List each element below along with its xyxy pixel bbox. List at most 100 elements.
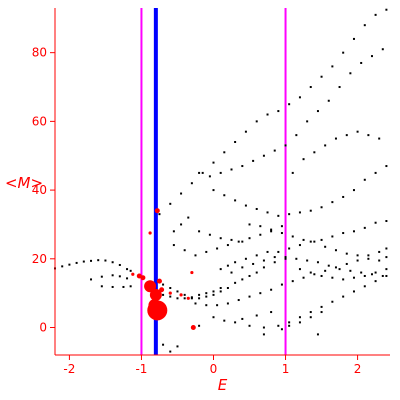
data-point: [223, 151, 226, 154]
data-point: [327, 264, 330, 267]
data-point: [288, 103, 291, 106]
data-point: [198, 293, 201, 296]
data-point: [334, 266, 337, 269]
data-point: [370, 273, 373, 276]
data-point: [241, 240, 244, 243]
data-point: [280, 232, 283, 235]
data-point: [212, 316, 215, 319]
data-point: [277, 250, 280, 253]
x-tick-label: -1: [135, 362, 147, 376]
data-point: [259, 225, 262, 228]
data-point: [385, 220, 388, 223]
highlight-point: [168, 291, 172, 295]
data-point: [262, 266, 265, 269]
data-point: [352, 276, 355, 279]
data-point: [176, 297, 179, 300]
data-point: [374, 221, 377, 224]
y-axis-title: <M>: [5, 174, 43, 192]
data-point: [363, 226, 366, 229]
data-point: [367, 257, 370, 260]
data-point: [356, 254, 359, 257]
data-point: [342, 51, 345, 54]
data-point: [363, 274, 366, 277]
data-point: [234, 321, 237, 324]
data-point: [378, 250, 381, 253]
data-point: [234, 281, 237, 284]
data-point: [252, 159, 255, 162]
data-point: [316, 261, 319, 264]
data-point: [298, 316, 301, 319]
y-tick-label: 80: [32, 46, 47, 60]
data-point: [219, 237, 222, 240]
data-point: [82, 260, 85, 263]
data-point: [280, 283, 283, 286]
data-point: [313, 273, 316, 276]
data-point: [385, 8, 388, 11]
data-point: [327, 99, 330, 102]
data-point: [259, 233, 262, 236]
data-point: [273, 256, 276, 259]
data-point: [68, 263, 71, 266]
data-point: [172, 230, 175, 233]
data-point: [266, 211, 269, 214]
data-point: [266, 113, 269, 116]
data-point: [309, 86, 312, 89]
data-point: [270, 288, 273, 291]
data-point: [262, 259, 265, 262]
data-point: [385, 247, 388, 250]
data-point: [226, 244, 229, 247]
data-point: [385, 268, 388, 271]
data-point: [183, 249, 186, 252]
data-point: [313, 240, 316, 243]
data-point: [190, 182, 193, 185]
data-point: [262, 154, 265, 157]
data-point: [180, 192, 183, 195]
data-point: [190, 297, 193, 300]
data-point: [198, 230, 201, 233]
data-point: [385, 256, 388, 259]
data-point: [306, 120, 309, 123]
data-point: [288, 247, 291, 250]
data-point: [248, 223, 251, 226]
data-point: [342, 232, 345, 235]
data-point: [349, 269, 352, 272]
data-point: [230, 238, 233, 241]
data-point: [313, 151, 316, 154]
data-point: [122, 285, 125, 288]
data-point: [309, 240, 312, 243]
data-point: [190, 296, 193, 299]
data-point: [201, 171, 204, 174]
data-point: [320, 311, 323, 314]
data-point: [324, 144, 327, 147]
data-point: [129, 269, 132, 272]
data-point: [226, 302, 229, 305]
highlight-point: [131, 272, 135, 276]
data-point: [234, 199, 237, 202]
highlight-point: [156, 278, 162, 284]
data-point: [320, 305, 323, 308]
data-point: [259, 292, 262, 295]
data-point: [255, 120, 258, 123]
data-point: [169, 202, 172, 205]
data-point: [374, 13, 377, 16]
data-point: [61, 265, 64, 268]
data-point: [367, 254, 370, 257]
data-point: [288, 321, 291, 324]
highlight-point: [144, 280, 157, 293]
data-point: [331, 300, 334, 303]
data-point: [111, 274, 114, 277]
data-point: [367, 134, 370, 137]
highlight-point: [149, 288, 162, 301]
data-point: [291, 280, 294, 283]
data-point: [241, 266, 244, 269]
data-point: [100, 285, 103, 288]
x-tick-label: 2: [354, 362, 362, 376]
highlight-point: [186, 296, 190, 300]
data-point: [298, 321, 301, 324]
data-point: [234, 261, 237, 264]
highlight-point: [179, 293, 183, 297]
data-point: [212, 290, 215, 293]
data-point: [248, 295, 251, 298]
data-point: [198, 171, 201, 174]
data-point: [291, 235, 294, 238]
